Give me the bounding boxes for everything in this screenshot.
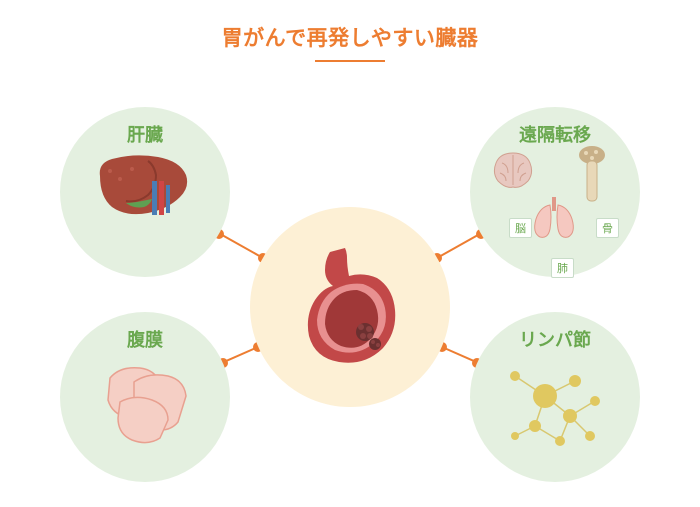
organ-label-peritoneum: 腹膜 — [127, 326, 163, 352]
stomach-icon — [275, 232, 425, 382]
bone-icon — [576, 145, 608, 203]
page-title: 胃がんで再発しやすい臓器 — [0, 0, 700, 52]
organ-liver: 肝臓 — [60, 107, 230, 277]
organ-peritoneum: 腹膜 — [60, 312, 230, 482]
organ-label-distant: 遠隔転移 — [519, 121, 591, 147]
brain-icon — [488, 149, 538, 191]
organ-lymph-node: リンパ節 — [470, 312, 640, 482]
connector-line — [219, 233, 264, 259]
sub-label: 脳 — [509, 218, 532, 238]
peritoneum-icon — [90, 358, 200, 448]
organ-label-lymph: リンパ節 — [519, 326, 591, 352]
lung-icon — [528, 195, 580, 241]
lymph-icon — [495, 356, 615, 456]
sub-label: 肺 — [551, 258, 574, 278]
center-stomach — [250, 207, 450, 407]
organ-distant-metastasis: 遠隔転移 — [470, 107, 640, 277]
sub-label: 骨 — [596, 218, 619, 238]
diagram-canvas: 肝臓 遠隔転移 — [0, 62, 700, 507]
liver-icon — [90, 151, 200, 236]
connector-line — [437, 233, 482, 259]
organ-label-liver: 肝臓 — [127, 121, 163, 147]
